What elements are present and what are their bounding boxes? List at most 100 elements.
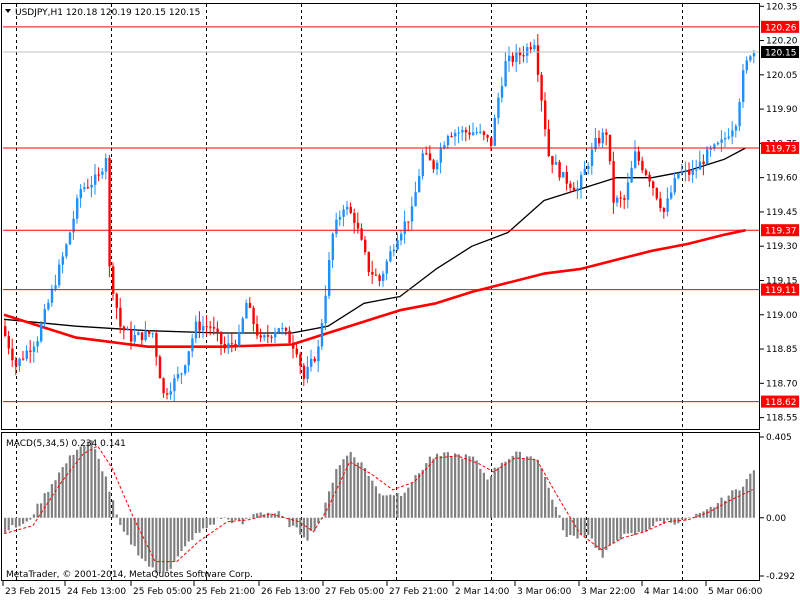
candle-body <box>421 153 424 177</box>
candle-body <box>515 51 518 62</box>
candle-body <box>490 137 493 146</box>
macd-signal-line <box>3 445 754 563</box>
macd-bar <box>43 493 46 518</box>
macd-bar <box>133 517 136 547</box>
macd-bar <box>295 517 298 528</box>
candle-body <box>565 171 568 184</box>
candle-body <box>68 232 72 245</box>
macd-bar <box>166 517 169 572</box>
candle-body <box>184 365 187 374</box>
candle-body <box>162 378 165 394</box>
candle-body <box>119 307 122 327</box>
macd-bar <box>569 517 572 536</box>
macd-bar <box>191 517 194 540</box>
time-label: 3 Mar 22:00 <box>581 587 636 597</box>
candle-body <box>169 391 172 395</box>
macd-bar <box>742 486 745 518</box>
candle-body <box>14 360 18 367</box>
macd-panel-frame <box>1 432 760 581</box>
macd-bar <box>162 517 165 573</box>
candle-body <box>731 130 734 137</box>
candle-body <box>727 136 730 138</box>
macd-bar <box>212 517 215 525</box>
chart-title: USDJPY,H1 120.18 120.19 120.15 120.15 <box>15 8 200 18</box>
macd-bar <box>612 517 615 544</box>
candle-body <box>155 333 158 357</box>
candle-body <box>176 373 180 379</box>
candle-body <box>436 162 439 170</box>
macd-bar <box>547 487 550 518</box>
candle-body <box>673 178 676 193</box>
macd-bar <box>500 462 503 518</box>
macd-bar <box>180 517 183 552</box>
candle-body <box>378 275 381 281</box>
candle-body <box>446 136 450 146</box>
macd-bar <box>680 517 683 520</box>
macd-bar <box>666 517 669 521</box>
macd-bar <box>54 480 57 518</box>
macd-bar <box>256 513 259 518</box>
moving-averages <box>3 147 746 349</box>
macd-bar <box>497 467 500 518</box>
level-tag <box>761 224 799 237</box>
horizontal-levels <box>3 26 759 403</box>
candle-body <box>252 307 255 325</box>
copyright-text: MetaTrader, © 2001-2014, MetaQuotes Soft… <box>6 570 253 580</box>
candle-body <box>634 151 637 168</box>
macd-bar <box>18 517 21 527</box>
candle-body <box>353 212 356 223</box>
macd-bar <box>432 458 435 518</box>
macd-bar <box>4 517 7 533</box>
candle-body <box>36 341 39 347</box>
candle-body <box>360 228 363 240</box>
macd-bar <box>22 517 25 524</box>
macd-bar <box>662 517 665 524</box>
macd-bar <box>374 486 377 518</box>
candle-body <box>598 138 601 144</box>
candle-body <box>76 198 79 219</box>
candle-body <box>410 206 414 222</box>
candle-body <box>493 117 496 146</box>
candle-body <box>335 219 338 234</box>
candle-body <box>295 348 298 355</box>
macd-bar <box>619 517 622 540</box>
candle-body <box>605 132 608 135</box>
macd-bar <box>684 517 687 521</box>
candle-body <box>310 358 313 367</box>
candle-body <box>284 327 288 331</box>
macd-bar <box>616 517 619 541</box>
candle-body <box>126 329 129 331</box>
macd-bar <box>14 517 17 528</box>
bid-tag-label: 120.15 <box>765 48 797 58</box>
macd-bar <box>356 462 359 518</box>
level-tag-label: 119.73 <box>765 144 797 154</box>
candle-body <box>349 206 352 213</box>
candle-body <box>626 182 630 200</box>
macd-bar <box>378 493 381 518</box>
macd-bar <box>565 517 568 537</box>
time-label: 26 Feb 13:00 <box>261 587 320 597</box>
candle-body <box>101 171 104 175</box>
candle-body <box>400 233 403 241</box>
macd-bar <box>108 491 111 518</box>
candle-body <box>612 161 615 203</box>
symbol-dropdown[interactable] <box>5 9 11 13</box>
candle-body <box>94 174 97 185</box>
macd-bar <box>598 517 601 551</box>
macd-bar <box>288 517 291 528</box>
macd-bar <box>338 465 341 518</box>
bid-tag <box>761 45 799 58</box>
macd-bar <box>749 473 752 518</box>
candle-body <box>338 216 342 220</box>
macd-bar <box>29 517 32 520</box>
candle-body <box>230 343 234 345</box>
dropdown-arrow-icon[interactable] <box>5 9 11 13</box>
macd-bar <box>716 503 719 518</box>
macd-bar <box>544 476 547 518</box>
candle-body <box>371 271 374 275</box>
candle-body <box>266 335 270 337</box>
macd-bar <box>554 506 557 518</box>
macd-bar <box>688 517 691 518</box>
candle-body <box>709 148 712 150</box>
candle-body <box>331 233 334 261</box>
